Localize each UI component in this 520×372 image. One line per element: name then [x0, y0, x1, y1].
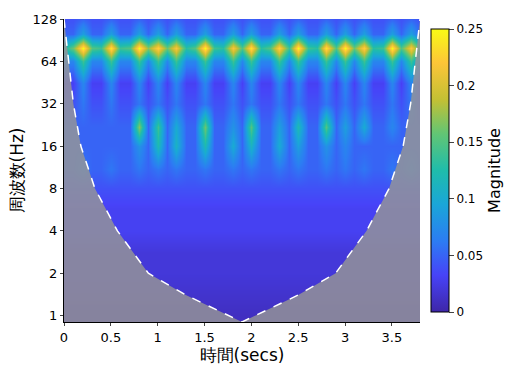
svg-text:0.1: 0.1 [456, 192, 475, 206]
svg-text:周波数(Hz): 周波数(Hz) [7, 128, 27, 214]
svg-text:0.25: 0.25 [456, 22, 483, 36]
svg-text:Magnitude: Magnitude [485, 128, 504, 213]
svg-text:0.5: 0.5 [100, 330, 121, 345]
svg-text:0.05: 0.05 [456, 249, 483, 263]
svg-text:時間(secs): 時間(secs) [200, 345, 285, 365]
svg-text:0.15: 0.15 [456, 135, 483, 149]
svg-text:1.5: 1.5 [194, 330, 215, 345]
svg-text:4: 4 [49, 223, 57, 238]
svg-text:2.5: 2.5 [288, 330, 309, 345]
svg-text:1: 1 [49, 308, 57, 323]
svg-text:128: 128 [33, 12, 58, 27]
svg-text:0.2: 0.2 [456, 79, 475, 93]
svg-text:2: 2 [49, 266, 57, 281]
svg-text:32: 32 [41, 96, 58, 111]
svg-text:8: 8 [49, 181, 57, 196]
svg-text:0: 0 [456, 305, 464, 319]
svg-text:3.5: 3.5 [382, 330, 403, 345]
svg-text:16: 16 [41, 139, 58, 154]
svg-text:1: 1 [154, 330, 162, 345]
svg-text:64: 64 [41, 54, 58, 69]
svg-text:0: 0 [60, 330, 68, 345]
svg-text:2: 2 [247, 330, 255, 345]
svg-text:3: 3 [341, 330, 349, 345]
